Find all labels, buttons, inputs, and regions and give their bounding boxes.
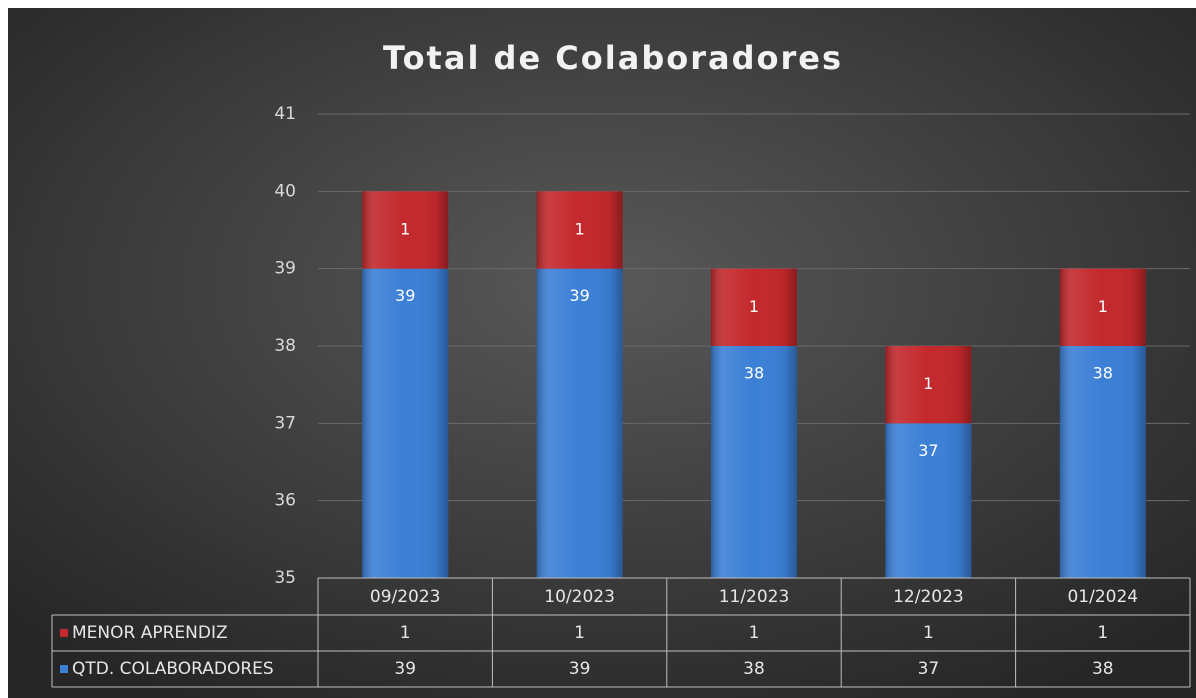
table-value: 1 (400, 623, 411, 643)
bar-shade (1059, 268, 1146, 346)
y-tick-label: 35 (274, 568, 296, 588)
bar-shade (362, 191, 449, 269)
data-label: 1 (575, 220, 585, 239)
bar-shade (536, 268, 623, 578)
x-tick-label: 10/2023 (544, 587, 615, 607)
y-tick-label: 40 (274, 181, 296, 201)
legend-key (60, 665, 68, 673)
legend-label: QTD. COLABORADORES (72, 659, 274, 679)
y-tick-label: 41 (274, 104, 296, 124)
bar-shade (885, 346, 972, 424)
data-label: 1 (1098, 297, 1108, 316)
table-value: 39 (394, 659, 416, 679)
data-label: 38 (744, 364, 764, 383)
data-label: 39 (569, 286, 589, 305)
legend-key (60, 629, 68, 637)
y-tick-label: 38 (274, 336, 296, 356)
bar-shade (362, 268, 449, 578)
table-value: 1 (923, 623, 934, 643)
table-value: 1 (574, 623, 585, 643)
table-value: 38 (743, 659, 765, 679)
legend-label: MENOR APRENDIZ (72, 623, 228, 643)
table-value: 37 (918, 659, 940, 679)
chart-title: Total de Colaboradores (383, 39, 843, 77)
data-label: 37 (918, 441, 938, 460)
x-tick-label: 11/2023 (719, 587, 790, 607)
data-label: 1 (749, 297, 759, 316)
bar-shade (885, 423, 972, 578)
x-tick-label: 09/2023 (370, 587, 441, 607)
y-tick-label: 39 (274, 259, 296, 279)
table-value: 1 (749, 623, 760, 643)
data-label: 39 (395, 286, 415, 305)
data-label: 38 (1093, 364, 1113, 383)
x-tick-label: 12/2023 (893, 587, 964, 607)
bar-shade (711, 346, 797, 578)
y-tick-label: 37 (274, 413, 296, 433)
y-tick-label: 36 (274, 491, 296, 511)
bar-shade (1059, 346, 1146, 578)
data-label: 1 (923, 374, 933, 393)
data-label: 1 (400, 220, 410, 239)
table-value: 1 (1097, 623, 1108, 643)
bar-shade (536, 191, 623, 269)
table-value: 39 (569, 659, 591, 679)
x-tick-label: 01/2024 (1067, 587, 1138, 607)
bar-shade (711, 268, 797, 346)
table-value: 38 (1092, 659, 1114, 679)
